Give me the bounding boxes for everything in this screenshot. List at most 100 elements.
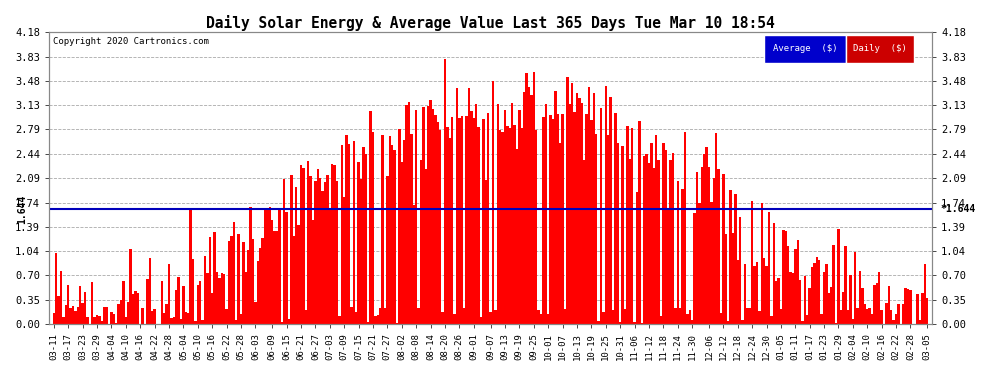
Bar: [393, 150, 396, 324]
Bar: [442, 312, 444, 324]
Bar: [655, 135, 657, 324]
Bar: [163, 313, 165, 324]
Bar: [828, 293, 830, 324]
Bar: [595, 135, 597, 324]
Bar: [381, 135, 384, 324]
Bar: [142, 308, 144, 324]
Bar: [556, 114, 559, 324]
Bar: [559, 142, 561, 324]
Bar: [546, 314, 549, 324]
Bar: [346, 135, 347, 324]
Bar: [206, 273, 209, 324]
Bar: [249, 207, 251, 324]
Bar: [799, 280, 801, 324]
Bar: [235, 320, 238, 324]
Bar: [540, 314, 543, 324]
Bar: [398, 129, 401, 324]
Title: Daily Solar Energy & Average Value Last 365 Days Tue Mar 10 18:54: Daily Solar Energy & Average Value Last …: [206, 15, 775, 31]
Bar: [849, 275, 851, 324]
Bar: [543, 117, 545, 324]
Bar: [782, 230, 784, 324]
Bar: [549, 115, 551, 324]
Bar: [408, 102, 410, 324]
Bar: [645, 154, 647, 324]
Bar: [674, 308, 676, 324]
Bar: [204, 256, 206, 324]
Bar: [897, 304, 900, 324]
Bar: [484, 180, 487, 324]
Bar: [710, 202, 713, 324]
Bar: [814, 262, 816, 324]
Bar: [372, 132, 374, 324]
Bar: [686, 314, 688, 324]
Bar: [792, 273, 794, 324]
Bar: [314, 181, 317, 324]
Bar: [535, 130, 538, 324]
Bar: [585, 114, 588, 324]
Bar: [750, 201, 753, 324]
Bar: [475, 104, 477, 324]
Bar: [851, 319, 854, 324]
Bar: [917, 294, 919, 324]
Bar: [105, 307, 108, 324]
Bar: [732, 232, 735, 324]
Bar: [137, 292, 139, 324]
Bar: [722, 174, 725, 324]
Bar: [130, 249, 132, 324]
Bar: [725, 234, 727, 324]
FancyBboxPatch shape: [845, 35, 915, 63]
Bar: [698, 203, 701, 324]
Bar: [364, 154, 367, 324]
Text: 1.644: 1.644: [17, 195, 27, 224]
Bar: [880, 310, 883, 324]
Bar: [588, 87, 590, 324]
Bar: [418, 308, 420, 324]
Bar: [590, 120, 593, 324]
Bar: [760, 202, 763, 324]
Bar: [170, 318, 172, 324]
Bar: [103, 307, 105, 324]
Bar: [919, 320, 922, 324]
Bar: [684, 132, 686, 324]
Bar: [297, 225, 300, 324]
Bar: [696, 172, 698, 324]
Bar: [797, 240, 799, 324]
Bar: [343, 197, 346, 324]
Bar: [182, 286, 184, 324]
Bar: [748, 308, 750, 324]
Bar: [730, 190, 732, 324]
Bar: [794, 249, 797, 324]
Bar: [693, 213, 696, 324]
Bar: [844, 246, 846, 324]
Bar: [341, 146, 343, 324]
Bar: [516, 149, 518, 324]
Bar: [597, 321, 600, 324]
Bar: [376, 315, 379, 324]
Bar: [681, 189, 684, 324]
Bar: [263, 208, 266, 324]
Bar: [775, 281, 777, 324]
Bar: [926, 298, 929, 324]
Bar: [876, 283, 878, 324]
Bar: [302, 168, 305, 324]
Bar: [506, 126, 509, 324]
Bar: [801, 321, 804, 324]
Bar: [125, 317, 127, 324]
Bar: [175, 290, 177, 324]
Bar: [480, 317, 482, 324]
Bar: [465, 117, 467, 324]
Bar: [763, 258, 765, 324]
Bar: [319, 178, 322, 324]
Bar: [396, 323, 398, 324]
Bar: [669, 160, 672, 324]
Bar: [871, 314, 873, 324]
Bar: [59, 271, 62, 324]
Bar: [243, 242, 245, 324]
Bar: [780, 309, 782, 324]
Bar: [765, 266, 767, 324]
Bar: [607, 135, 609, 324]
Bar: [127, 302, 130, 324]
Bar: [455, 88, 458, 324]
Bar: [518, 110, 521, 324]
Bar: [863, 304, 866, 324]
